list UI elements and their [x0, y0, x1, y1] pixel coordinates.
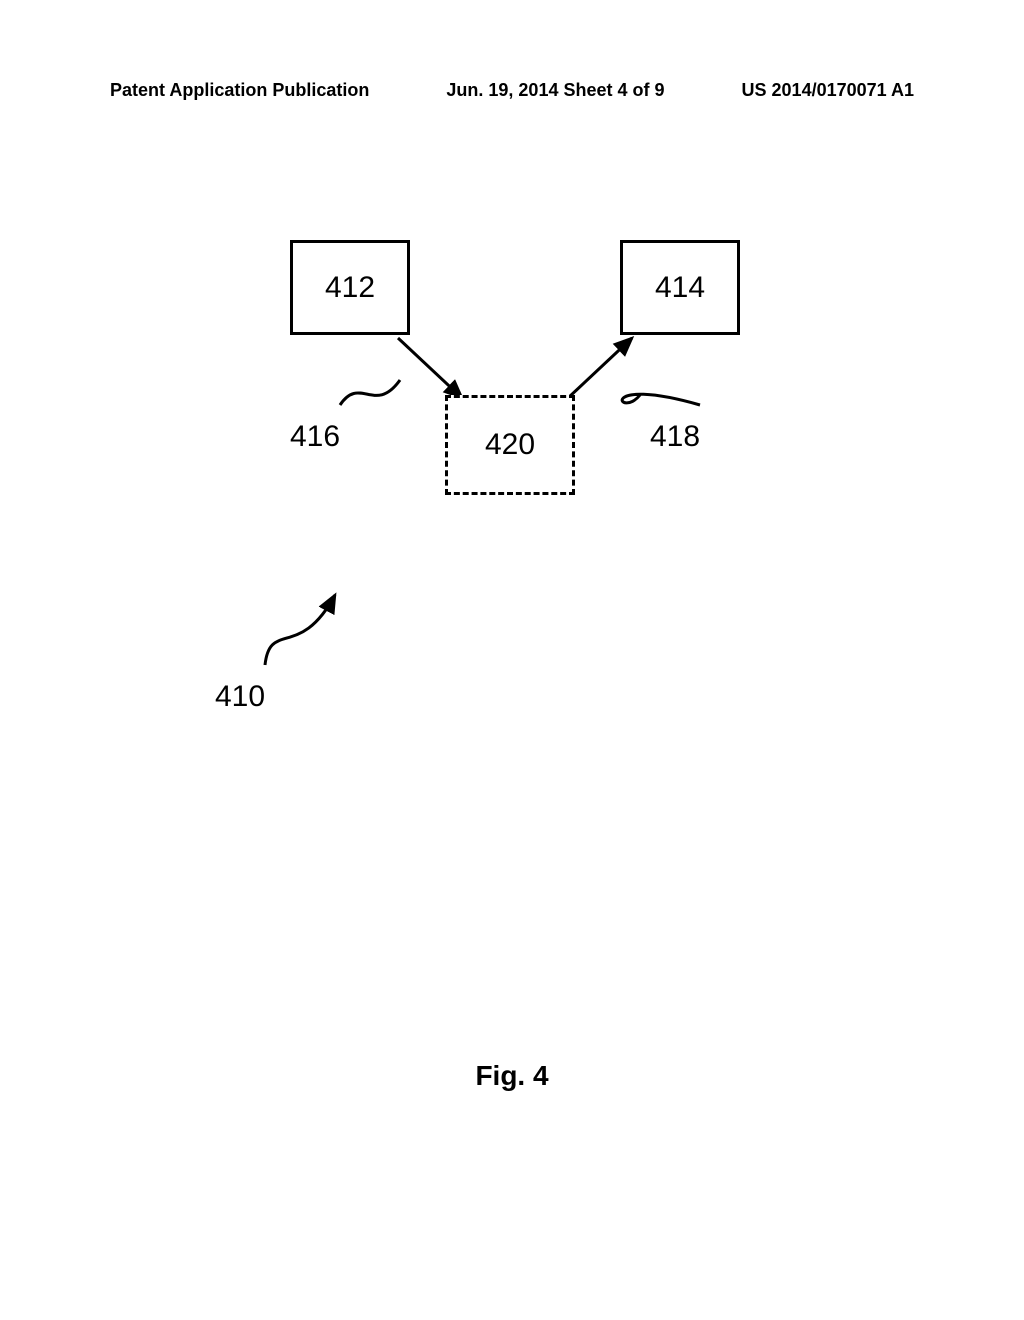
- diagram-connectors: [0, 220, 1024, 820]
- label-416: 416: [290, 420, 340, 454]
- edge-n420-n414: [568, 338, 632, 398]
- header-right: US 2014/0170071 A1: [742, 80, 914, 101]
- node-412: 412: [290, 240, 410, 335]
- leader-418: [622, 394, 700, 405]
- figure-caption: Fig. 4: [0, 1060, 1024, 1092]
- node-420: 420: [445, 395, 575, 495]
- page-header: Patent Application Publication Jun. 19, …: [0, 80, 1024, 101]
- node-414: 414: [620, 240, 740, 335]
- header-center: Jun. 19, 2014 Sheet 4 of 9: [446, 80, 664, 101]
- figure-4-diagram: 412 414 420 416 418 410: [0, 220, 1024, 820]
- label-418: 418: [650, 420, 700, 454]
- edge-n412-n420: [398, 338, 462, 398]
- leader-416: [340, 380, 400, 405]
- header-left: Patent Application Publication: [110, 80, 369, 101]
- label-410: 410: [215, 680, 265, 714]
- leader-410: [265, 595, 335, 665]
